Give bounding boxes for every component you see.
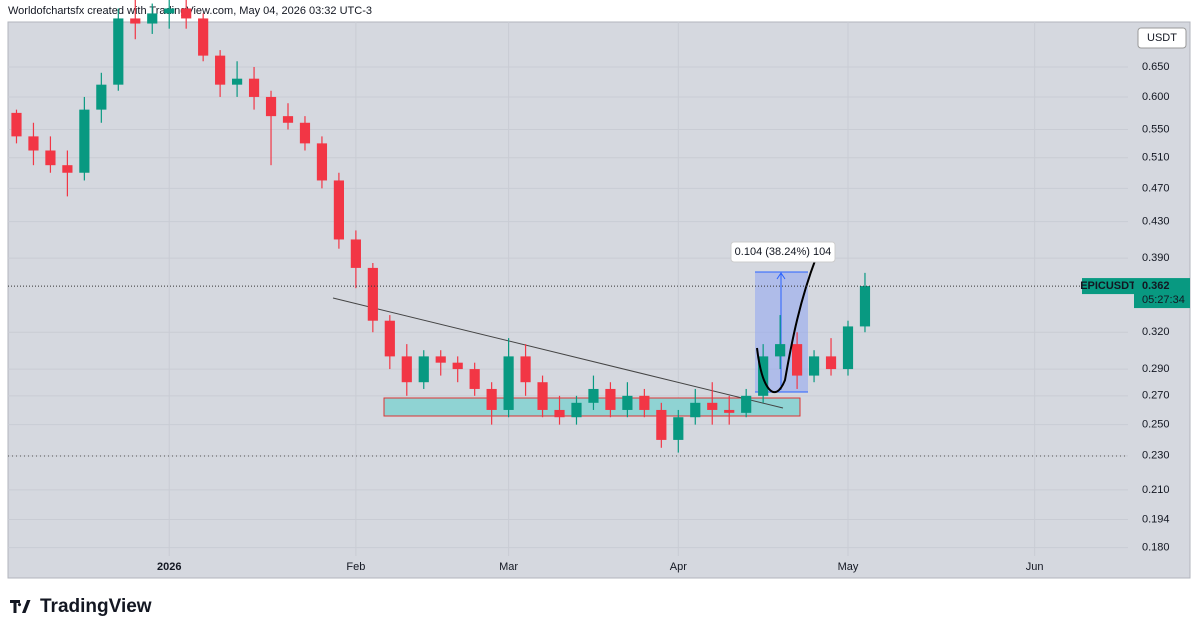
candle-body (792, 344, 803, 376)
candle-body (808, 356, 820, 376)
candle-body (520, 356, 531, 383)
last-price-box (1134, 278, 1190, 309)
y-tick-label: 0.210 (1142, 484, 1170, 496)
candle-body (367, 267, 378, 321)
symbol-label: EPICUSDT (1080, 280, 1136, 292)
candle-body (588, 388, 599, 403)
candle-body (333, 180, 344, 240)
measure-label: 0.104 (38.24%) 104 (735, 246, 832, 258)
candle-body (45, 150, 56, 166)
y-tick-label: 0.270 (1142, 390, 1170, 402)
currency-box (1137, 27, 1187, 49)
x-tick-label: Feb (346, 561, 365, 573)
y-tick-label: 0.390 (1142, 252, 1170, 264)
candle-body (96, 84, 107, 110)
candle-body (452, 362, 463, 370)
brand-logo (10, 600, 31, 613)
measure-label-box (730, 241, 836, 263)
candle-body (673, 417, 684, 440)
brand: TradingView (10, 596, 152, 617)
candle-body (62, 165, 73, 173)
y-tick-label: 0.250 (1142, 419, 1170, 431)
candle-body (181, 8, 192, 19)
x-tick-label: Apr (670, 561, 687, 573)
candle-body (656, 409, 667, 440)
candle-body (571, 402, 582, 418)
y-tick-label: 0.600 (1142, 91, 1170, 103)
candle-body (842, 326, 854, 370)
candle-body (215, 55, 226, 85)
x-tick-label: Mar (499, 561, 518, 573)
y-tick-label: 0.320 (1142, 326, 1170, 338)
candle-body (164, 8, 175, 14)
candle-body (435, 356, 446, 363)
y-tick-label: 0.510 (1142, 152, 1170, 164)
candle-body (28, 136, 39, 151)
last-price-label: 0.362 (1142, 280, 1170, 292)
brand-name: TradingView (40, 596, 152, 617)
x-tick-label: May (838, 561, 859, 573)
y-tick-label: 0.230 (1142, 450, 1170, 462)
candle-body (503, 356, 514, 410)
currency-label: USDT (1147, 32, 1177, 44)
x-tick-label: Jun (1026, 561, 1044, 573)
candle-body (130, 18, 141, 24)
candle-body (707, 402, 718, 410)
candle-body (198, 18, 209, 56)
candle-body (147, 13, 158, 24)
candle-body (469, 369, 480, 389)
trend-line (332, 297, 784, 409)
candle-body (537, 382, 548, 410)
candle-body (622, 395, 633, 410)
candle-body (282, 116, 294, 123)
chart-background (7, 21, 1191, 579)
projection-curve (756, 257, 817, 394)
price-axis: 0.180 0.194 0.210 0.230 0.250 0.270 0.290 0.320… (1142, 61, 1170, 554)
candle-body (265, 96, 277, 117)
symbol-box (1082, 278, 1134, 295)
candle-body (248, 78, 260, 97)
y-tick-label: 0.430 (1142, 216, 1170, 228)
candle-body (401, 356, 412, 383)
candle-body (775, 344, 786, 357)
candle-body (384, 320, 395, 357)
y-tick-label: 0.650 (1142, 61, 1170, 73)
candle-body (232, 78, 243, 85)
candle-body (316, 143, 328, 181)
candle-body (605, 388, 616, 410)
candle-body (11, 112, 22, 137)
y-tick-label: 0.290 (1142, 363, 1170, 375)
countdown-label: 05:27:34 (1142, 294, 1185, 306)
candle-body (724, 409, 735, 413)
candle-body (79, 109, 90, 173)
y-tick-label: 0.550 (1142, 123, 1170, 135)
candle-body (639, 395, 650, 410)
candle-body (418, 356, 429, 383)
candle-body (113, 18, 124, 85)
measure-arrow-head (776, 272, 786, 280)
y-tick-label: 0.470 (1142, 182, 1170, 194)
candle-body (486, 388, 497, 410)
y-tick-label: 0.194 (1142, 513, 1170, 525)
candle-body (825, 356, 837, 370)
y-tick-label: 0.180 (1142, 541, 1170, 553)
candle-body (299, 122, 311, 144)
candle-body (350, 239, 361, 268)
x-tick-label: 2026 (157, 561, 181, 573)
candle-body (741, 395, 752, 413)
candle-body (859, 286, 871, 327)
candle-body (554, 409, 565, 418)
candle-body (690, 402, 701, 418)
